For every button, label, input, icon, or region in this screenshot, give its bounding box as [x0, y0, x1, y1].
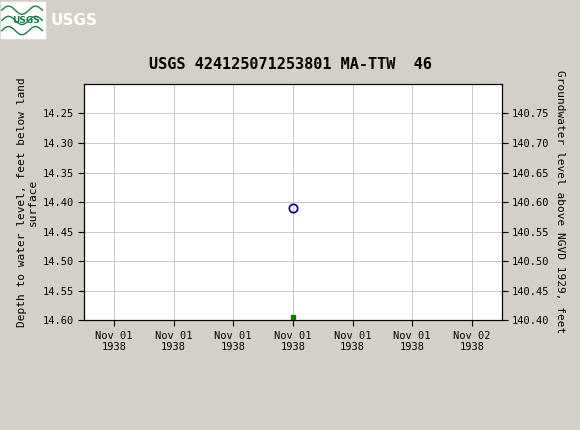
Y-axis label: Depth to water level, feet below land
surface: Depth to water level, feet below land su…	[17, 77, 38, 327]
FancyBboxPatch shape	[1, 3, 45, 38]
Text: USGS: USGS	[12, 16, 39, 25]
Text: USGS: USGS	[51, 13, 98, 28]
Text: USGS 424125071253801 MA-TTW  46: USGS 424125071253801 MA-TTW 46	[148, 57, 432, 72]
Y-axis label: Groundwater level above NGVD 1929, feet: Groundwater level above NGVD 1929, feet	[555, 71, 565, 334]
